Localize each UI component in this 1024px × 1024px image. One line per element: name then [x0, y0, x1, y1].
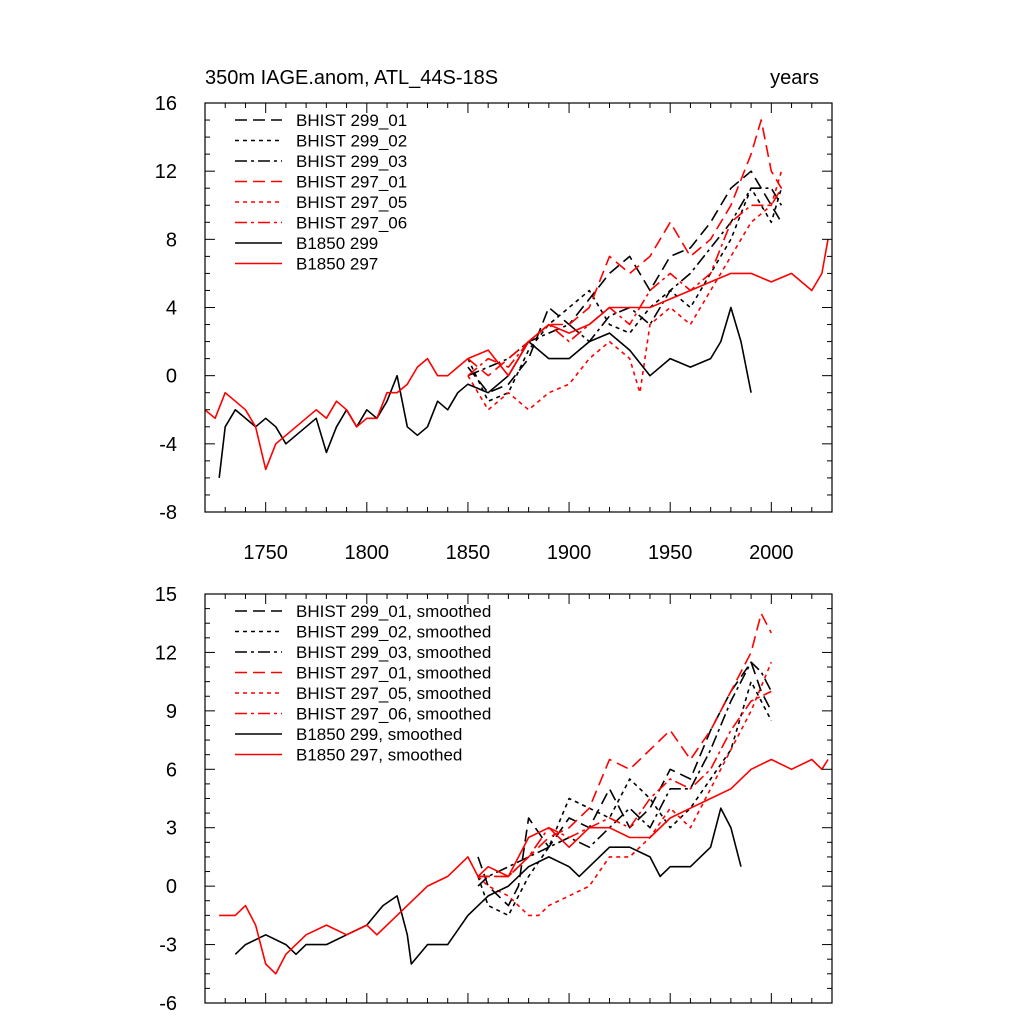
top-x-tick-label: 1800 [345, 542, 390, 564]
bottom-y-tick-label: 0 [166, 876, 177, 898]
bottom-legend: BHIST 299_01, smoothed BHIST 299_02, smoo… [235, 602, 491, 765]
top-x-tick-label: 1950 [648, 542, 693, 564]
top-y-tick-label: -8 [159, 502, 177, 524]
bottom-legend-label: B1850 297, smoothed [296, 746, 462, 765]
units-label: years [770, 67, 819, 89]
bottom-series-line-2 [477, 680, 773, 917]
bottom-y-tick-label: 12 [155, 642, 177, 664]
bottom-series-line-7 [234, 807, 742, 965]
top-legend-label: BHIST 299_02 [296, 132, 407, 151]
bottom-legend-label: BHIST 299_02, smoothed [296, 623, 491, 642]
top-x-tick-label: 1850 [446, 542, 491, 564]
top-series-line-5 [467, 170, 783, 411]
top-y-tick-label: 0 [166, 366, 177, 388]
bottom-series-line-4 [478, 612, 773, 878]
bottom-y-tick-label: 6 [166, 759, 177, 781]
top-series-line-1 [467, 170, 783, 394]
bottom-series-line-1 [477, 661, 773, 907]
top-y-tick-label: 4 [166, 298, 177, 320]
top-y-tick-label: -4 [159, 434, 177, 456]
top-y-tick-label: 12 [155, 161, 177, 183]
top-legend-label: BHIST 299_03 [296, 152, 407, 171]
top-x-tick-label: 2000 [749, 542, 794, 564]
top-x-tick-label: 1900 [547, 542, 592, 564]
bottom-y-tick-label: 3 [166, 818, 177, 840]
top-legend-label: B1850 297 [296, 255, 378, 274]
top-legend-label: BHIST 297_06 [296, 214, 407, 233]
bottom-legend-label: BHIST 299_01, smoothed [296, 602, 491, 621]
figure-title: 350m IAGE.anom, ATL_44S-18S [205, 67, 498, 89]
bottom-series-line-3 [477, 661, 773, 887]
top-y-tick-label: 16 [155, 93, 177, 115]
bottom-y-tick-label: 15 [155, 584, 177, 606]
top-y-tick-label: 8 [166, 229, 177, 251]
bottom-y-tick-label: 9 [166, 701, 177, 723]
top-legend-label: BHIST 297_01 [296, 173, 407, 192]
bottom-legend-label: BHIST 297_01, smoothed [296, 664, 491, 683]
top-series-line-7 [218, 306, 752, 478]
top-series-line-6 [467, 187, 783, 377]
bottom-legend-label: B1850 299, smoothed [296, 725, 462, 744]
top-series-line-8 [205, 239, 829, 471]
bottom-y-tick-label: -6 [159, 993, 177, 1015]
bottom-series-line-6 [478, 690, 772, 878]
bottom-legend-label: BHIST 299_03, smoothed [296, 643, 491, 662]
top-legend-label: BHIST 297_05 [296, 193, 407, 212]
top-series-line-4 [467, 119, 783, 377]
bottom-legend-label: BHIST 297_05, smoothed [296, 684, 491, 703]
top-legend-label: B1850 299 [296, 234, 378, 253]
bottom-legend-label: BHIST 297_06, smoothed [296, 705, 491, 724]
top-panel: 1750 1800 1850 1900 1950 2000 -8 -4 0 4 8 12 16 BHIST… [155, 93, 833, 564]
bottom-series-line-8 [219, 758, 829, 975]
bottom-series-line-5 [477, 661, 773, 917]
top-legend-label: BHIST 299_01 [296, 111, 407, 130]
top-series-line-3 [467, 187, 783, 377]
bottom-y-tick-label: -3 [159, 935, 177, 957]
top-x-tick-label: 1750 [243, 542, 288, 564]
